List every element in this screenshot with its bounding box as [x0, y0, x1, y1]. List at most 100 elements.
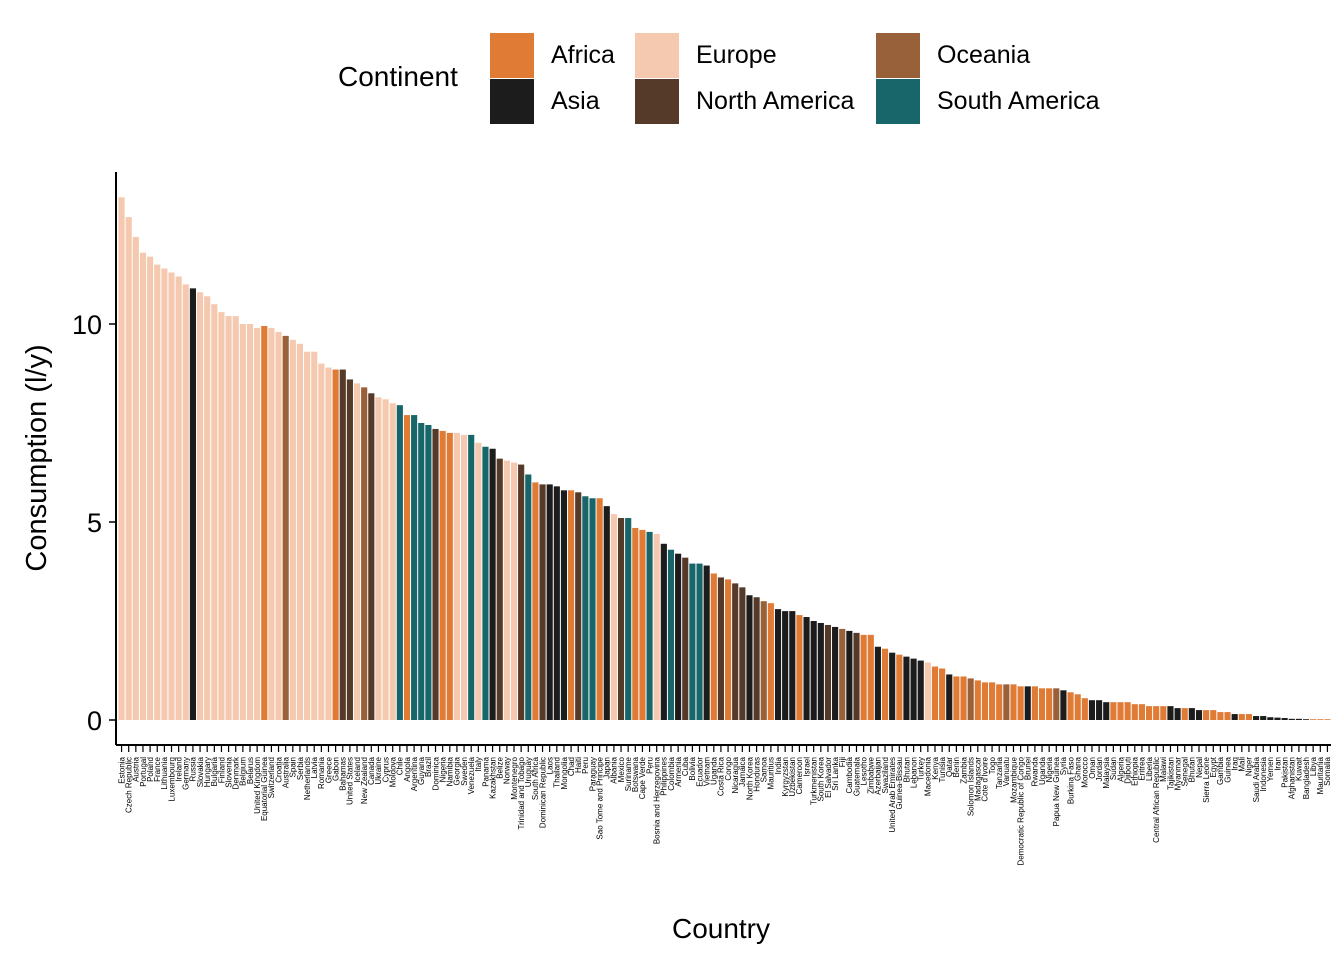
x-tick-label: Lebanon — [909, 757, 918, 788]
x-tick-label: Peru — [645, 757, 654, 774]
bar — [739, 587, 746, 720]
bar — [125, 217, 132, 720]
x-tick-label: Ecuador — [695, 757, 704, 787]
bar — [660, 543, 667, 720]
x-tick-label: United States — [346, 757, 355, 805]
x-tick-label: Belize — [496, 756, 505, 778]
x-tick-label: Jordan — [1095, 757, 1104, 781]
x-tick-label: Sierra Leone — [1202, 756, 1211, 802]
bar — [246, 324, 254, 720]
x-tick-label: Paraguay — [588, 757, 597, 791]
x-tick-label: Cyprus — [381, 757, 390, 782]
x-tick-label: Cote d'Ivoire — [981, 756, 990, 801]
bar — [889, 652, 896, 720]
bar — [1238, 714, 1245, 720]
x-tick-label: Bhutan — [902, 757, 911, 782]
bar — [296, 343, 304, 720]
bar — [1110, 702, 1117, 720]
bar — [1081, 698, 1088, 720]
bar — [1195, 710, 1203, 720]
bar — [817, 622, 824, 720]
y-tick-label: 10 — [72, 310, 102, 340]
bar — [881, 648, 889, 720]
bar — [1167, 706, 1174, 720]
bar — [1145, 706, 1153, 720]
x-tick-label: Bangladesh — [1302, 757, 1311, 799]
x-tick-label: Philippines — [660, 757, 669, 796]
x-tick-label: Uruguay — [524, 757, 533, 787]
x-tick-label: Afghanistan — [1288, 757, 1297, 799]
bar — [568, 490, 575, 720]
bar — [1181, 708, 1188, 720]
x-tick-label: Ethiopia — [1131, 756, 1140, 785]
x-tick-label: Botswana — [631, 756, 640, 792]
bar — [824, 624, 832, 720]
bar — [596, 498, 603, 720]
bar — [161, 268, 168, 720]
bar — [539, 484, 546, 720]
x-tick-label: Sri Lanka — [831, 756, 840, 790]
bar — [1060, 690, 1067, 720]
x-tick-label: Lithuania — [160, 756, 169, 789]
x-tick-label: Austria — [132, 756, 141, 781]
bar — [446, 432, 453, 720]
bar — [1131, 704, 1138, 720]
bar — [610, 514, 617, 720]
x-tick-label: Ghana — [1074, 756, 1083, 781]
x-tick-label: Central African Republic — [1152, 757, 1161, 843]
bar — [1038, 688, 1046, 720]
x-tick-label: Haiti — [574, 757, 583, 773]
x-tick-label: Albania — [610, 756, 619, 783]
x-tick-label: Cameroon — [795, 757, 804, 794]
x-tick-label: Brazil — [424, 757, 433, 777]
x-tick-label: Slovakia — [196, 756, 205, 787]
bar — [1302, 719, 1310, 720]
bar — [653, 533, 660, 720]
x-tick-label: Cuba — [681, 756, 690, 776]
bar — [1003, 684, 1010, 720]
x-tick-label: Angola — [403, 756, 412, 781]
x-tick-label: Tajikistan — [1166, 757, 1175, 790]
bar — [996, 684, 1003, 720]
x-tick-label: Venezuela — [467, 756, 476, 794]
bar — [1217, 712, 1224, 720]
x-tick-label: Moldova — [389, 756, 398, 787]
bar — [218, 312, 225, 720]
bar — [510, 462, 518, 720]
x-tick-label: Bahamas — [339, 757, 348, 791]
bar — [1153, 706, 1160, 720]
x-tick-label: Fiji — [838, 757, 847, 767]
x-tick-label: New Zealand — [360, 757, 369, 804]
x-tick-label: Germany — [182, 757, 191, 790]
legend-item-south-america: South America — [876, 79, 1111, 125]
x-tick-label: Sao Tome and Principe — [595, 756, 604, 839]
x-tick-label: Luxembourg — [167, 757, 176, 801]
x-tick-label: Niger — [1245, 757, 1254, 776]
bar — [375, 397, 382, 720]
bar — [175, 276, 182, 720]
x-tick-label: Burkina Faso — [1066, 756, 1075, 804]
bar — [418, 423, 425, 720]
bar — [789, 611, 796, 720]
x-tick-label: Jamaica — [738, 756, 747, 786]
x-tick-label: Laos — [545, 757, 554, 774]
bar — [874, 646, 881, 720]
x-tick-label: Turkmenistan — [809, 757, 818, 805]
x-tick-label: Iran — [1273, 757, 1282, 771]
x-tick-label: Lesotho — [859, 756, 868, 785]
x-tick-label: Malawi — [1159, 757, 1168, 782]
bar — [1160, 706, 1167, 720]
bar — [304, 351, 311, 720]
y-tick-label: 0 — [87, 706, 102, 736]
bar — [746, 595, 753, 720]
bar — [518, 464, 525, 720]
bar — [139, 252, 147, 720]
bar — [318, 363, 325, 720]
bar — [282, 335, 289, 720]
x-tick-label: Bosnia and Herzegovina — [653, 756, 662, 844]
bar — [931, 666, 939, 720]
x-tick-label: Argentina — [410, 756, 419, 791]
bar — [967, 678, 974, 720]
bar — [639, 529, 646, 720]
bar — [924, 662, 931, 720]
